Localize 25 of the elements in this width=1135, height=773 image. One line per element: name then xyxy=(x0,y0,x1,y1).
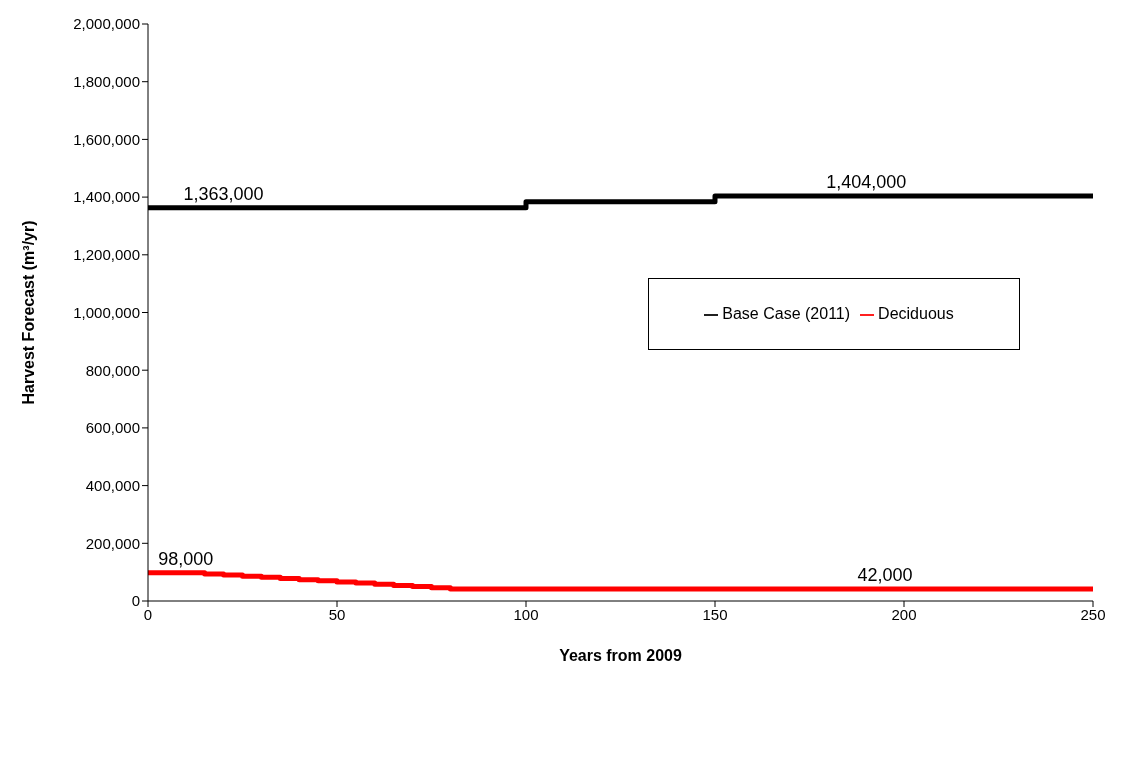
y-axis-title: Harvest Forecast (m³/yr) xyxy=(19,220,37,405)
x-tick-label: 250 xyxy=(1080,605,1106,623)
annotation: 1,363,000 xyxy=(183,183,264,204)
x-tick-label: 150 xyxy=(702,605,728,623)
x-tick-label: 100 xyxy=(513,605,539,623)
y-tick-label: 200,000 xyxy=(85,534,140,552)
y-tick-label: 2,000,000 xyxy=(73,15,140,33)
legend-label: Deciduous xyxy=(878,305,954,322)
x-axis-title: Years from 2009 xyxy=(559,647,682,664)
y-tick-label: 800,000 xyxy=(85,361,140,379)
y-tick-label: 600,000 xyxy=(85,419,140,437)
annotation: 98,000 xyxy=(158,548,214,569)
y-tick-label: 1,200,000 xyxy=(73,246,140,264)
annotation: 42,000 xyxy=(857,564,913,585)
y-tick-label: 400,000 xyxy=(85,476,140,494)
legend-label: Base Case (2011) xyxy=(722,305,851,322)
y-tick-label: 1,800,000 xyxy=(73,73,140,91)
x-tick-label: 0 xyxy=(143,605,153,623)
y-tick-label: 1,600,000 xyxy=(73,130,140,148)
y-tick-label: 0 xyxy=(131,592,140,610)
x-tick-label: 50 xyxy=(328,605,346,623)
annotation: 1,404,000 xyxy=(826,171,907,192)
y-tick-label: 1,000,000 xyxy=(73,303,140,321)
x-tick-label: 200 xyxy=(891,605,917,623)
y-tick-label: 1,400,000 xyxy=(73,188,140,206)
